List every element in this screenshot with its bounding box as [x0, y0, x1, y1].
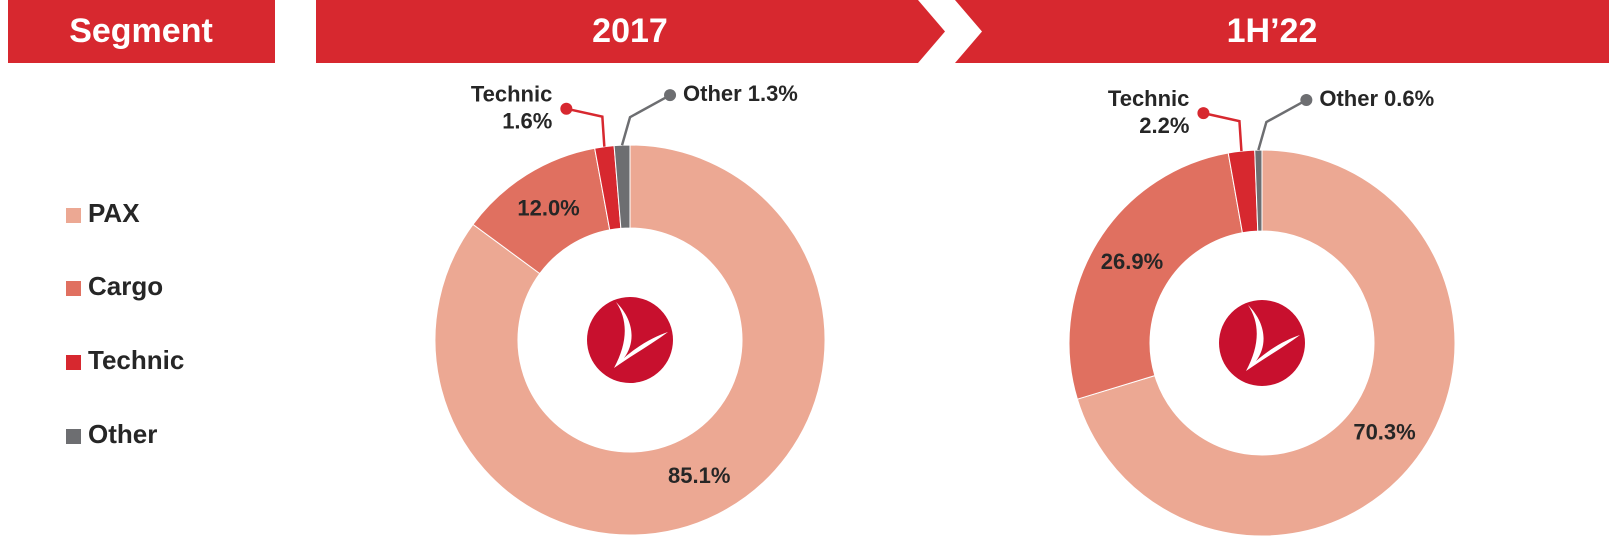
data-label-name: Other	[683, 81, 742, 106]
callout-line	[1203, 111, 1243, 152]
donut-slice	[1076, 149, 1456, 537]
legend-label: Cargo	[88, 271, 163, 301]
data-label: 26.9%	[1101, 249, 1163, 274]
data-label: 1.6%	[502, 109, 552, 134]
legend-label: Other	[88, 419, 157, 449]
legend-swatch	[66, 429, 81, 444]
legend-label: Technic	[88, 345, 184, 375]
data-label: 85.1%	[668, 463, 730, 488]
logo-mark	[1246, 305, 1300, 371]
legend-label: PAX	[88, 198, 140, 228]
data-label-name: Other	[1319, 86, 1378, 111]
data-label: 0.6%	[1384, 86, 1434, 111]
data-label-group: Other 0.6%	[1319, 86, 1434, 111]
header-chevron	[316, 0, 945, 63]
callout-dot	[1197, 107, 1210, 120]
chart-title: 2017	[592, 12, 668, 50]
data-label-name: Technic	[471, 82, 553, 107]
logo-mark	[614, 302, 668, 368]
donut-slice	[613, 144, 631, 229]
callout-dot	[1300, 94, 1313, 107]
data-label: 1.3%	[748, 81, 798, 106]
header-box	[8, 0, 275, 63]
data-label-name: Technic	[1108, 86, 1190, 111]
donut-slice	[434, 144, 826, 536]
header-chevron	[955, 0, 1609, 63]
chart-title: 1H’22	[1227, 12, 1318, 50]
donut-slice	[1068, 152, 1243, 400]
donut-slice	[1254, 149, 1263, 232]
legend-swatch	[66, 355, 81, 370]
data-label: 70.3%	[1353, 420, 1415, 445]
callout-dot	[664, 89, 677, 102]
callout-line	[1257, 98, 1307, 151]
legend-swatch	[66, 208, 81, 223]
data-label: 12.0%	[517, 196, 579, 221]
legend-title: Segment	[69, 12, 213, 50]
legend-swatch	[66, 281, 81, 296]
data-label-group: Other 1.3%	[683, 81, 798, 106]
callout-dot	[560, 102, 573, 115]
callout-line	[620, 94, 671, 146]
callout-line	[566, 107, 606, 147]
data-label: 2.2%	[1139, 113, 1189, 138]
